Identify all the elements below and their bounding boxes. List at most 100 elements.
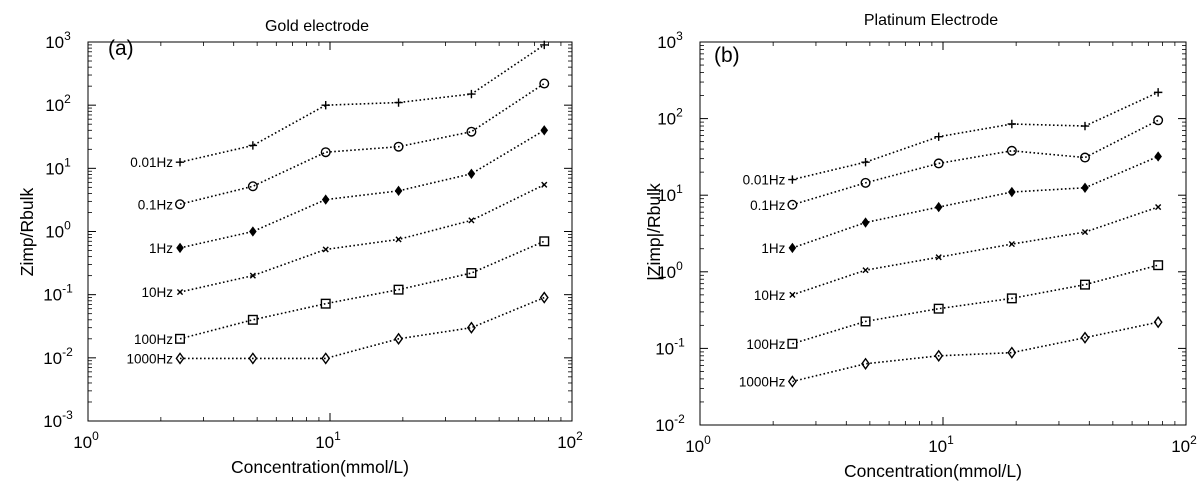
data-point-square — [1006, 293, 1017, 304]
chart-title: Platinum Electrode — [864, 12, 998, 29]
data-point-filled-diamond — [394, 185, 403, 197]
series-line — [179, 240, 545, 340]
data-point-square — [1079, 279, 1090, 290]
data-point-square — [539, 236, 550, 247]
data-point-circle — [787, 199, 798, 210]
series-label: 0.01Hz — [130, 155, 173, 170]
data-point-plus — [1153, 88, 1163, 97]
data-point-x — [249, 272, 256, 279]
data-point-diamond — [787, 375, 797, 388]
x-tick-label: 100 — [685, 433, 711, 456]
series-line — [792, 206, 1159, 296]
y-tick-label: 10-3 — [43, 408, 73, 431]
data-point-square — [320, 298, 331, 309]
data-point-diamond — [1153, 315, 1163, 329]
data-point-circle — [860, 177, 871, 188]
data-point-filled-diamond — [861, 217, 870, 228]
data-point-filled-diamond — [176, 242, 184, 254]
data-point-filled-diamond — [1008, 186, 1016, 198]
y-tick-label: 102 — [657, 106, 683, 129]
data-point-circle — [1006, 145, 1017, 156]
x-tick-label: 102 — [557, 429, 583, 452]
data-point-diamond — [466, 321, 476, 334]
series-line — [792, 155, 1159, 249]
data-point-square — [175, 333, 186, 344]
series-1hz: 1Hz — [761, 151, 1162, 256]
series-label: 0.01Hz — [743, 173, 786, 188]
data-point-filled-diamond — [321, 194, 330, 205]
y-tick-label: 100 — [45, 219, 71, 242]
chart-title: Gold electrode — [265, 18, 369, 35]
y-axis-label: Zimp/Rbulk — [17, 188, 37, 277]
panel-b: 100 101 102 10-2 10-1 100 101 102 103 0.01Hz 0.1Hz… — [644, 12, 1197, 481]
x-tick-label: 100 — [73, 429, 99, 452]
data-point-filled-diamond — [1154, 151, 1162, 162]
panel-a: 100 101 102 10-3 10-2 10-1 100 101 102 103 0.01Hz 0… — [17, 18, 583, 477]
series-0.01hz: 0.01Hz — [743, 88, 1163, 188]
series-line — [179, 129, 545, 249]
series-1000hz: 1000Hz — [739, 315, 1163, 389]
data-point-filled-diamond — [934, 201, 943, 213]
y-tick-label: 103 — [657, 29, 683, 52]
series-10hz: 10Hz — [754, 203, 1162, 303]
series-label: 1Hz — [149, 241, 173, 256]
y-tick-label: 10-1 — [655, 335, 685, 358]
series-1hz: 1Hz — [149, 125, 549, 256]
x-tick-label: 101 — [928, 433, 954, 456]
series-10hz: 10Hz — [141, 181, 548, 300]
series-100hz: 100Hz — [746, 260, 1164, 352]
y-tick-label: 100 — [657, 259, 683, 282]
data-point-circle — [1079, 152, 1090, 163]
x-tick-label: 101 — [315, 429, 341, 452]
data-point-square — [1153, 260, 1164, 271]
series-100hz: 100Hz — [134, 236, 550, 347]
data-point-square — [787, 338, 798, 349]
series-label: 1000Hz — [739, 374, 786, 389]
data-point-diamond — [248, 352, 258, 365]
data-point-filled-diamond — [540, 125, 549, 136]
y-tick-label: 103 — [45, 29, 71, 52]
y-tick-label: 102 — [45, 92, 71, 115]
data-point-x — [935, 254, 942, 261]
series-label: 0.1Hz — [750, 198, 786, 213]
data-point-circle — [175, 199, 186, 210]
data-point-filled-diamond — [249, 226, 257, 237]
data-point-circle — [466, 126, 477, 137]
data-point-square — [393, 284, 404, 295]
y-tick-label: 10-1 — [43, 282, 73, 305]
series-line — [792, 119, 1159, 206]
data-point-circle — [933, 158, 944, 169]
data-point-plus — [861, 157, 870, 167]
panel-label: (b) — [714, 44, 740, 67]
series-line — [792, 264, 1159, 345]
data-point-filled-diamond — [788, 242, 797, 254]
series-line — [180, 296, 545, 360]
data-point-x — [862, 267, 869, 274]
data-point-diamond — [1080, 331, 1090, 344]
data-point-circle — [247, 181, 258, 192]
data-point-x — [1008, 240, 1015, 248]
series-line — [179, 82, 545, 206]
series-0.1hz: 0.1Hz — [750, 115, 1164, 213]
data-point-plus — [1007, 119, 1017, 129]
data-point-square — [933, 303, 944, 314]
data-point-plus — [540, 40, 549, 50]
series-0.1hz: 0.1Hz — [138, 78, 550, 212]
data-point-plus — [467, 89, 476, 99]
data-point-x — [789, 291, 796, 298]
data-point-diamond — [934, 349, 944, 363]
data-point-plus — [1080, 121, 1090, 131]
x-tick-label: 102 — [1171, 433, 1197, 456]
y-axis-label: |Zimp|/Rbulk — [644, 183, 664, 281]
series-1000hz: 1000Hz — [126, 291, 549, 366]
data-point-x — [322, 246, 329, 253]
series-label: 100Hz — [134, 332, 173, 347]
y-tick-label: 10-2 — [655, 412, 685, 435]
data-point-square — [860, 316, 871, 327]
data-point-x — [468, 217, 475, 224]
series-label: 10Hz — [754, 288, 786, 303]
data-point-plus — [788, 175, 797, 184]
data-point-x — [1155, 203, 1162, 211]
series-label: 100Hz — [746, 337, 785, 352]
